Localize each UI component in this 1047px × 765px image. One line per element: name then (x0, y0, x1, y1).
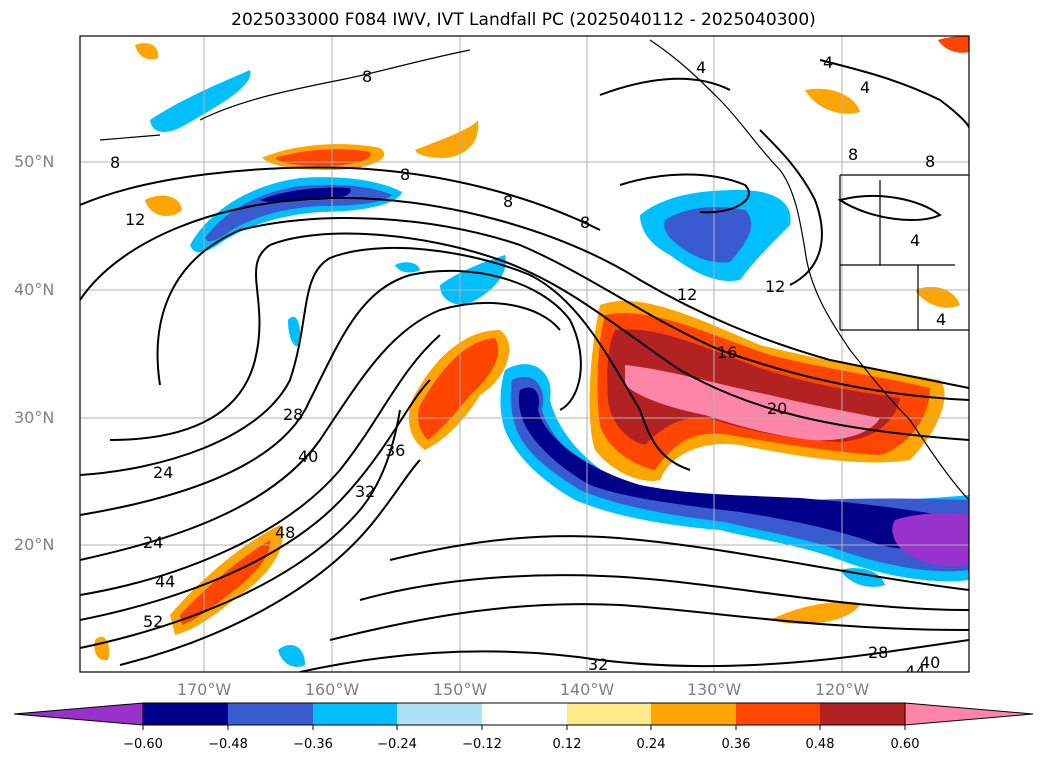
colorbar-segment (736, 703, 820, 725)
coastlines (99, 39, 969, 501)
contour-label: 8 (848, 145, 858, 164)
gridlines (80, 36, 969, 672)
contour-label: 20 (767, 399, 787, 418)
lon-tick-label: 130°W (686, 680, 742, 699)
colorbar (13, 702, 1034, 730)
colorbar-label: −0.24 (377, 737, 417, 752)
negative-band-inner (518, 387, 941, 549)
positive-blob (770, 602, 860, 625)
contour-label: 16 (717, 343, 737, 362)
colorbar-segment (313, 703, 397, 725)
contour-label: 8 (925, 152, 935, 171)
lon-tick-label: 140°W (559, 680, 615, 699)
contour-label: 52 (143, 612, 163, 631)
colorbar-left-extension (13, 702, 144, 726)
colorbar-segment (397, 703, 482, 725)
colorbar-label: −0.48 (208, 737, 248, 752)
colorbar-label: 0.36 (721, 737, 751, 752)
contour-label: 4 (936, 310, 946, 329)
contour-label: 40 (920, 653, 940, 672)
lon-tick-label: 150°W (432, 680, 488, 699)
colorbar-label: 0.60 (890, 737, 920, 752)
colorbar-label: −0.60 (123, 737, 163, 752)
colorbar-segment (143, 703, 228, 725)
colorbar-label: 0.12 (552, 737, 582, 752)
contour-labels: 8 8 8 8 12 12 12 16 20 24 24 28 32 36 40… (110, 53, 946, 681)
positive-blob (415, 120, 479, 158)
positive-streak-mid-inner (418, 338, 499, 440)
negative-blob (440, 255, 506, 305)
contour-label: 8 (503, 192, 513, 211)
contour-label: 32 (588, 655, 608, 674)
lon-tick-label: 160°W (304, 680, 360, 699)
colorbar-right-extension (904, 702, 1034, 726)
positive-blob (915, 286, 960, 308)
contour-label: 36 (385, 441, 405, 460)
contour-label: 4 (696, 58, 706, 77)
contour-label: 12 (677, 285, 697, 304)
contour-label: 24 (143, 533, 163, 552)
contour-label: 44 (155, 572, 175, 591)
negative-coast-patch-inner (664, 207, 752, 263)
contour-label: 4 (823, 53, 833, 72)
colorbar-segment (482, 703, 567, 725)
positive-blob (145, 195, 182, 216)
negative-blob (288, 316, 301, 347)
contour-label: 4 (860, 78, 870, 97)
map-title: 2025033000 F084 IWV, IVT Landfall PC (20… (231, 10, 816, 30)
plot-frame (79, 35, 970, 673)
positive-blob (135, 43, 159, 60)
negative-band-north-mid (205, 184, 392, 242)
colorbar-label: −0.12 (462, 737, 502, 752)
contour-label: 28 (283, 405, 303, 424)
contour-label: 48 (275, 523, 295, 542)
colorbar-segment (651, 703, 736, 725)
contour-label: 8 (400, 165, 410, 184)
lon-tick-label: 120°W (814, 680, 870, 699)
contour-label: 44 (905, 662, 925, 681)
contour-label: 24 (153, 463, 173, 482)
lat-tick-label: 30°N (14, 408, 55, 427)
positive-blob (938, 36, 969, 53)
lat-tick-label: 50°N (14, 152, 55, 171)
colorbar-label: −0.36 (293, 737, 333, 752)
lon-tick-label: 170°W (176, 680, 232, 699)
contour-label: 4 (910, 231, 920, 250)
lat-tick-label: 40°N (14, 280, 55, 299)
positive-streak-sw-inner (180, 540, 271, 625)
contour-label: 32 (355, 482, 375, 501)
negative-core-purple (892, 513, 969, 567)
colorbar-label: 0.48 (805, 737, 835, 752)
pc-fill-layer (94, 36, 969, 667)
colorbar-label: 0.24 (636, 737, 666, 752)
contour-label: 12 (765, 277, 785, 296)
negative-blob (150, 70, 251, 132)
lat-tick-label: 20°N (14, 535, 55, 554)
negative-blob (278, 645, 305, 667)
contour-label: 8 (110, 153, 120, 172)
colorbar-segment (228, 703, 313, 725)
colorbar-segment (567, 703, 651, 725)
positive-blob (805, 88, 860, 114)
contour-label: 8 (362, 67, 372, 86)
contour-label: 40 (298, 447, 318, 466)
contour-label: 28 (868, 643, 888, 662)
contour-label: 8 (580, 213, 590, 232)
negative-blob (395, 262, 420, 273)
colorbar-segment (820, 703, 905, 725)
contour-label: 12 (125, 210, 145, 229)
iwv-contours (80, 59, 969, 672)
